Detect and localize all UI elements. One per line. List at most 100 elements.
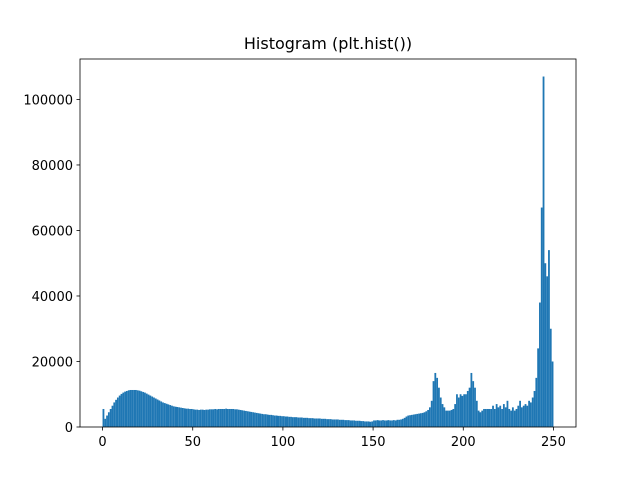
bar <box>308 418 310 427</box>
bar <box>484 408 487 427</box>
bar <box>450 409 453 427</box>
bar <box>266 414 269 427</box>
bar <box>163 403 166 427</box>
bar <box>499 405 502 427</box>
bar <box>342 419 345 427</box>
bar <box>277 415 280 427</box>
bar <box>317 418 319 427</box>
bar <box>320 418 323 427</box>
bar <box>237 409 240 427</box>
bar <box>125 390 128 427</box>
y-tick-label: 80000 <box>32 159 73 174</box>
bar <box>243 410 246 427</box>
bar <box>389 420 392 427</box>
bar <box>367 421 370 427</box>
bar <box>506 400 509 427</box>
bar <box>461 395 464 427</box>
bar <box>522 405 525 427</box>
bar <box>145 393 148 427</box>
bar <box>318 418 321 427</box>
bar <box>459 394 462 427</box>
bar <box>106 415 108 427</box>
bar <box>520 407 523 427</box>
bar <box>407 415 410 427</box>
bar <box>463 394 466 427</box>
bar <box>176 407 179 427</box>
bar <box>102 408 105 427</box>
bar <box>172 406 175 427</box>
bar <box>199 409 202 427</box>
bar <box>438 387 440 427</box>
bar <box>286 416 289 427</box>
plot-area <box>102 76 554 428</box>
bar <box>387 420 390 427</box>
bar <box>410 414 413 427</box>
bar <box>472 381 475 427</box>
bar <box>331 419 334 427</box>
bar <box>304 417 307 427</box>
bar <box>380 420 383 427</box>
x-tick-label: 250 <box>541 435 566 450</box>
bar <box>488 408 491 427</box>
bar <box>391 420 393 427</box>
bar <box>198 409 200 427</box>
bar <box>349 420 352 427</box>
bar <box>441 404 444 427</box>
bar <box>144 392 146 427</box>
bar <box>501 408 503 427</box>
bar <box>149 395 152 427</box>
bar <box>109 408 112 427</box>
bar <box>347 420 350 427</box>
bar <box>528 400 531 427</box>
bar <box>483 408 485 427</box>
bar <box>290 416 292 427</box>
bar <box>353 420 356 427</box>
bar <box>326 419 328 427</box>
bar <box>234 409 237 427</box>
bar <box>373 420 375 427</box>
bar <box>259 413 262 427</box>
bar <box>127 390 130 427</box>
bar <box>477 410 480 427</box>
bar <box>526 405 529 427</box>
bar <box>190 408 193 427</box>
bar <box>344 420 347 427</box>
bar <box>178 407 181 427</box>
x-tick-label: 50 <box>184 435 201 450</box>
y-tick-label: 20000 <box>32 355 73 370</box>
bar <box>405 416 408 427</box>
bar <box>219 408 222 427</box>
bar <box>116 397 119 427</box>
bar <box>160 401 163 427</box>
bar <box>508 408 511 427</box>
bar <box>153 397 155 427</box>
bar <box>214 408 217 427</box>
bar <box>142 391 145 427</box>
bar <box>154 398 157 427</box>
bar <box>434 372 437 427</box>
bar <box>452 408 455 427</box>
bar <box>261 413 264 427</box>
bar <box>113 402 116 427</box>
bar <box>302 417 305 427</box>
bar <box>129 389 132 427</box>
bar <box>115 399 117 427</box>
bar <box>551 361 554 427</box>
bar <box>111 405 114 427</box>
bar <box>254 412 256 427</box>
bar <box>465 394 467 427</box>
bar <box>418 413 420 427</box>
chart-title: Histogram (plt.hist()) <box>244 34 412 53</box>
bar <box>486 408 489 427</box>
bar <box>225 408 227 427</box>
bar <box>133 389 136 427</box>
bar <box>419 413 422 427</box>
bar <box>124 391 126 427</box>
bar <box>448 410 451 427</box>
bar <box>362 421 365 427</box>
bar <box>466 390 469 427</box>
bar <box>156 399 159 427</box>
bar <box>263 414 265 427</box>
bar <box>549 328 552 427</box>
bar <box>245 410 247 427</box>
